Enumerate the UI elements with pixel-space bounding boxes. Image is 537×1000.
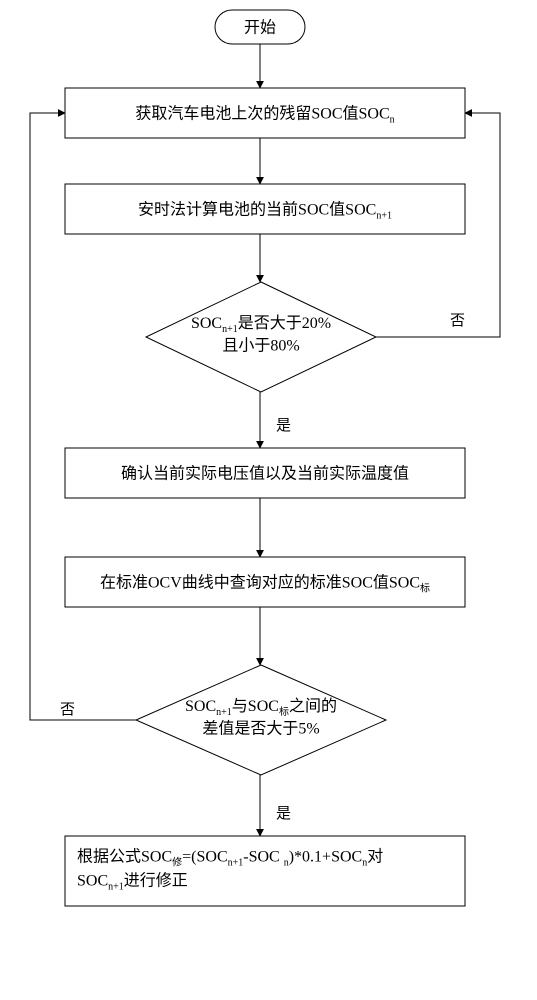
svg-text:安时法计算电池的当前SOC值SOCn+1: 安时法计算电池的当前SOC值SOCn+1: [138, 200, 392, 222]
node-dec1: SOCn+1是否大于20% 且小于80%: [146, 282, 376, 392]
node-dec2: SOCn+1与SOC标之间的差值是否大于5%: [136, 665, 386, 775]
node-step2: 安时法计算电池的当前SOC值SOCn+1: [65, 184, 465, 234]
node-step4: 在标准OCV曲线中查询对应的标准SOC值SOC标: [65, 557, 465, 607]
svg-text:开始: 开始: [244, 19, 276, 37]
svg-text:SOCn+1进行修正: SOCn+1进行修正: [77, 871, 188, 892]
flowchart-canvas: 是是否否 开始获取汽车电池上次的残留SOC值SOCn安时法计算电池的当前SOC值…: [0, 0, 537, 1000]
edge-6: 是: [260, 775, 291, 836]
svg-text:获取汽车电池上次的残留SOC值SOCn: 获取汽车电池上次的残留SOC值SOCn: [135, 105, 394, 126]
edge-label: 否: [60, 702, 75, 718]
svg-text:且小于80%: 且小于80%: [222, 337, 299, 355]
svg-text:在标准OCV曲线中查询对应的标准SOC值SOC标: 在标准OCV曲线中查询对应的标准SOC值SOC标: [100, 573, 430, 595]
edge-3: 是: [260, 392, 291, 448]
svg-text:确认当前实际电压值以及当前实际温度值: 确认当前实际电压值以及当前实际温度值: [121, 465, 409, 483]
node-step5: 根据公式SOC修=(SOCn+1-SOC n)*0.1+SOCn对SOCn+1进…: [65, 836, 465, 906]
svg-text:差值是否大于5%: 差值是否大于5%: [202, 720, 319, 738]
node-step3: 确认当前实际电压值以及当前实际温度值: [65, 448, 465, 498]
svg-text:SOCn+1与SOC标之间的: SOCn+1与SOC标之间的: [185, 697, 337, 718]
node-start: 开始: [215, 10, 305, 44]
edge-label: 否: [450, 313, 465, 329]
svg-text:SOCn+1是否大于20%: SOCn+1是否大于20%: [191, 314, 331, 335]
flowchart-nodes: 开始获取汽车电池上次的残留SOC值SOCn 安时法计算电池的当前SOC值SOCn+…: [65, 10, 465, 906]
node-step1: 获取汽车电池上次的残留SOC值SOCn: [65, 88, 465, 138]
edge-label: 是: [276, 806, 291, 822]
edge-label: 是: [276, 418, 291, 434]
